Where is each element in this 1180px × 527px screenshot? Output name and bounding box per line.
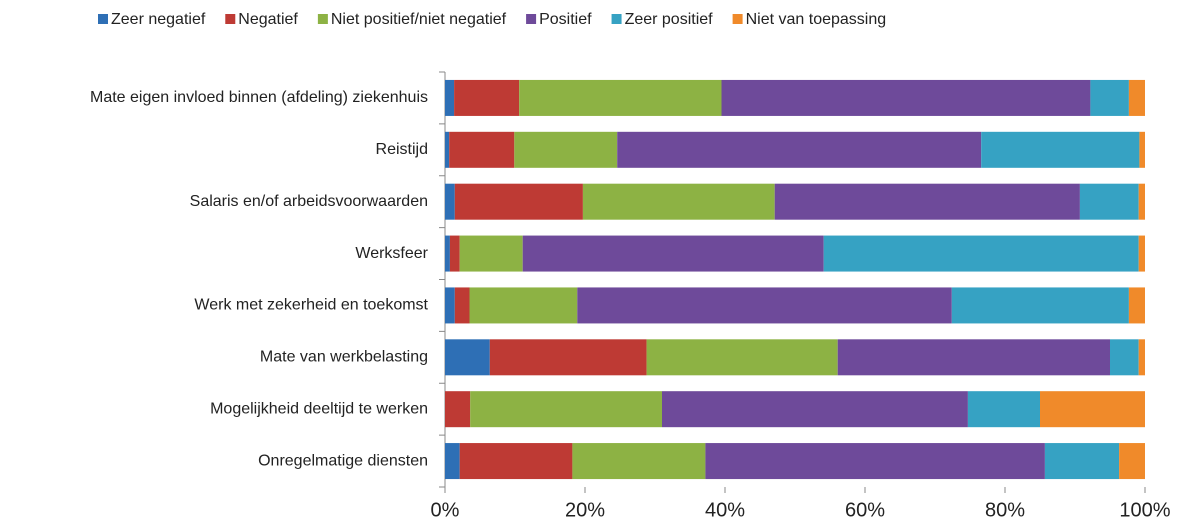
bar-segment xyxy=(489,339,647,376)
bar-segment xyxy=(1119,443,1145,480)
bar-segment xyxy=(514,131,618,168)
bar-segment xyxy=(445,287,455,324)
legend-label: Zeer negatief xyxy=(111,11,206,28)
bar-segment xyxy=(1128,79,1145,116)
legend-swatch xyxy=(317,14,328,24)
bar-segment xyxy=(572,443,706,480)
bar-segment xyxy=(1138,235,1145,272)
bar-segment xyxy=(1079,183,1139,220)
bar-segment xyxy=(705,443,1045,480)
legend-swatch xyxy=(225,14,236,24)
x-tick-label: 60% xyxy=(845,499,885,521)
bar-segment xyxy=(445,79,455,116)
category-label: Onregelmatige diensten xyxy=(258,452,428,469)
legend-swatch xyxy=(98,14,108,24)
category-label: Salaris en/of arbeidsvoorwaarden xyxy=(190,193,428,210)
bar-segment xyxy=(1138,339,1145,376)
bar-segment xyxy=(1040,391,1145,428)
category-label: Mogelijkheid deeltijd te werken xyxy=(210,400,428,417)
bar-segment xyxy=(617,131,982,168)
legend-label: Negatief xyxy=(238,11,298,28)
bar-segment xyxy=(445,391,471,428)
bar-segment xyxy=(454,183,583,220)
bar-segment xyxy=(459,235,523,272)
bar-segment xyxy=(522,235,824,272)
bar-segment xyxy=(951,287,1129,324)
legend-swatch xyxy=(611,14,622,24)
category-label: Mate eigen invloed binnen (afdeling) zie… xyxy=(90,89,428,106)
bar-segment xyxy=(1090,79,1129,116)
x-tick-label: 80% xyxy=(985,499,1025,521)
category-label: Werksfeer xyxy=(355,245,428,262)
bar-segment xyxy=(582,183,775,220)
bar-segment xyxy=(1139,131,1145,168)
bar-segment xyxy=(774,183,1080,220)
bar-segment xyxy=(823,235,1139,272)
legend-swatch xyxy=(732,14,743,24)
bar-segment xyxy=(449,235,460,272)
bar-segment xyxy=(837,339,1110,376)
legend-label: Zeer positief xyxy=(625,11,714,28)
bar-segment xyxy=(967,391,1040,428)
bar-segment xyxy=(1044,443,1120,480)
category-label: Reistijd xyxy=(376,141,428,158)
category-label: Werk met zekerheid en toekomst xyxy=(194,297,428,314)
bar-segment xyxy=(454,79,520,116)
legend-label: Niet van toepassing xyxy=(746,11,887,28)
bar-segment xyxy=(445,183,455,220)
bar-segment xyxy=(519,79,722,116)
bar-segment xyxy=(445,443,460,480)
bar-segment xyxy=(1128,287,1145,324)
bar-segment xyxy=(445,131,450,168)
bar-segment xyxy=(721,79,1091,116)
bar-segment xyxy=(646,339,838,376)
bar-segment xyxy=(445,235,450,272)
bar-segment xyxy=(981,131,1140,168)
legend-swatch xyxy=(526,14,537,24)
x-tick-label: 100% xyxy=(1119,499,1170,521)
bar-segment xyxy=(449,131,515,168)
legend-label: Niet positief/niet negatief xyxy=(331,11,507,28)
bar-segment xyxy=(454,287,470,324)
bar-segment xyxy=(1138,183,1145,220)
bar-segment xyxy=(470,391,662,428)
category-label: Mate van werkbelasting xyxy=(260,349,428,366)
bar-segment xyxy=(469,287,578,324)
legend-label: Positief xyxy=(539,11,592,28)
x-tick-label: 20% xyxy=(565,499,605,521)
bar-segment xyxy=(577,287,952,324)
x-tick-label: 0% xyxy=(431,499,460,521)
x-tick-label: 40% xyxy=(705,499,745,521)
bar-segment xyxy=(1110,339,1139,376)
bar-segment xyxy=(662,391,968,428)
bar-segment xyxy=(445,339,490,376)
bar-segment xyxy=(459,443,573,480)
